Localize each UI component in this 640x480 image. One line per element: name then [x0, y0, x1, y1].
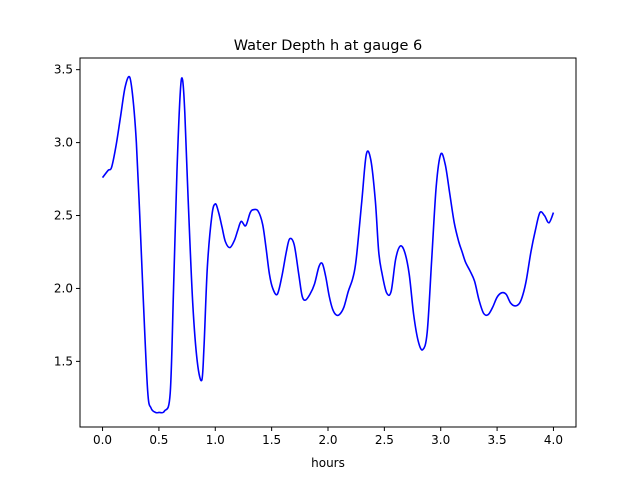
x-tick-label: 3.5	[488, 433, 507, 447]
y-tick-label: 1.5	[54, 354, 73, 368]
y-tick-label: 2.5	[54, 209, 73, 223]
x-tick-label: 2.5	[375, 433, 394, 447]
y-tick-label: 2.0	[54, 281, 73, 295]
chart-title: Water Depth h at gauge 6	[234, 38, 422, 54]
x-tick-label: 1.0	[206, 433, 225, 447]
x-tick-label: 3.0	[431, 433, 450, 447]
series-line-0	[101, 75, 555, 414]
x-tick-label: 2.0	[318, 433, 337, 447]
x-tick-label: 4.0	[544, 433, 563, 447]
x-tick-label: 0.0	[93, 433, 112, 447]
x-tick-label: 1.5	[262, 433, 281, 447]
x-axis-ticks: 0.0 0.5 1.0 1.5 2.0 2.5 3.0 3.5 4.0	[93, 427, 563, 447]
y-tick-label: 3.5	[54, 63, 73, 77]
plot-frame	[79, 57, 577, 428]
y-tick-label: 3.0	[54, 136, 73, 150]
x-tick-label: 0.5	[149, 433, 168, 447]
y-axis-ticks: 1.5 2.0 2.5 3.0 3.5	[54, 63, 80, 368]
plot-lines	[101, 75, 555, 414]
x-axis-label: hours	[311, 456, 345, 470]
